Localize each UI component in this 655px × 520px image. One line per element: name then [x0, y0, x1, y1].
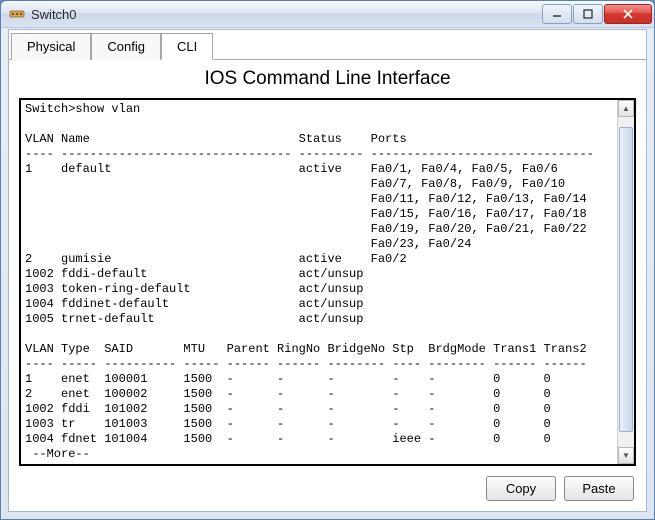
tab-cli[interactable]: CLI	[161, 33, 213, 60]
tab-config[interactable]: Config	[91, 33, 161, 60]
terminal-container: Switch>show vlan VLAN Name Status Ports …	[19, 98, 636, 466]
copy-button[interactable]: Copy	[486, 476, 556, 501]
client-area: Physical Config CLI IOS Command Line Int…	[8, 29, 647, 512]
tab-bar: Physical Config CLI	[9, 30, 646, 60]
scroll-track[interactable]	[618, 117, 634, 447]
app-window: Switch0 Physical Config CLI IOS Command …	[0, 0, 655, 520]
scrollbar[interactable]: ▲ ▼	[617, 100, 634, 464]
minimize-button[interactable]	[542, 4, 572, 24]
close-button[interactable]	[604, 4, 652, 24]
titlebar[interactable]: Switch0	[1, 1, 654, 28]
window-controls	[542, 4, 652, 24]
tab-physical[interactable]: Physical	[11, 33, 91, 60]
switch-icon	[9, 6, 25, 22]
window-title: Switch0	[31, 7, 542, 22]
button-row: Copy Paste	[9, 466, 646, 511]
maximize-button[interactable]	[573, 4, 603, 24]
paste-button[interactable]: Paste	[564, 476, 634, 501]
scroll-down-button[interactable]: ▼	[618, 447, 634, 464]
scroll-up-button[interactable]: ▲	[618, 100, 634, 117]
terminal-output[interactable]: Switch>show vlan VLAN Name Status Ports …	[25, 102, 630, 462]
page-title: IOS Command Line Interface	[9, 60, 646, 98]
scroll-thumb[interactable]	[619, 127, 633, 432]
